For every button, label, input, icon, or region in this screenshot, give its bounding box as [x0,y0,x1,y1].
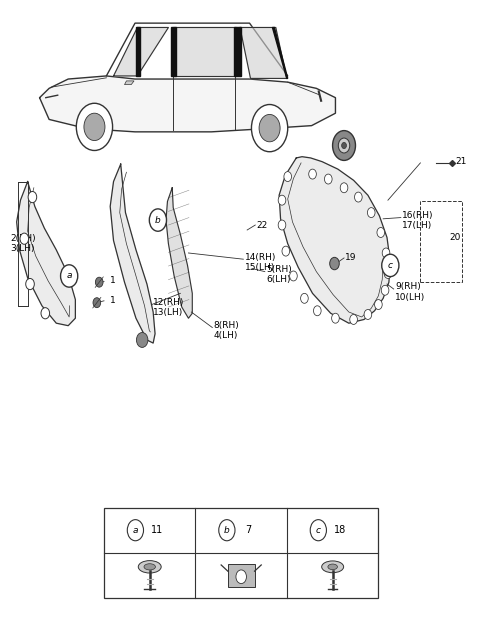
Text: 1: 1 [110,276,116,285]
Text: 9(RH)
10(LH): 9(RH) 10(LH) [395,283,425,302]
Circle shape [282,246,289,256]
Ellipse shape [144,563,156,570]
Circle shape [374,300,382,310]
Polygon shape [124,81,134,85]
Circle shape [338,138,350,153]
Circle shape [219,520,235,541]
Circle shape [60,265,78,287]
Text: 7: 7 [245,525,252,535]
Circle shape [28,192,36,203]
Circle shape [136,333,148,348]
Circle shape [340,183,348,193]
Circle shape [310,520,326,541]
Bar [228,563,254,587]
Polygon shape [136,27,140,76]
Circle shape [355,192,362,202]
Polygon shape [173,27,236,76]
Text: a: a [66,271,72,280]
Circle shape [342,142,347,149]
Circle shape [367,208,375,218]
Circle shape [330,257,339,270]
Circle shape [149,209,167,232]
Ellipse shape [328,564,337,570]
Text: 5(RH)
6(LH): 5(RH) 6(LH) [266,265,292,285]
Circle shape [384,268,392,278]
Text: 1: 1 [110,296,116,305]
Polygon shape [39,76,336,132]
Polygon shape [234,27,241,76]
Text: 14(RH)
15(LH): 14(RH) 15(LH) [245,253,276,272]
Circle shape [332,313,339,323]
Polygon shape [17,182,75,326]
Text: 2(RH)
3(LH): 2(RH) 3(LH) [10,234,36,253]
Circle shape [350,314,358,324]
Bar [420,202,462,282]
Circle shape [382,248,390,258]
Circle shape [41,308,49,319]
Polygon shape [166,188,192,318]
Circle shape [252,104,288,152]
Circle shape [309,169,316,179]
Circle shape [324,174,332,184]
Text: 11: 11 [151,525,163,535]
Text: 20: 20 [449,233,460,242]
Circle shape [278,220,286,230]
Polygon shape [114,27,168,76]
Polygon shape [273,27,288,79]
Circle shape [93,298,101,308]
Circle shape [76,103,113,150]
Circle shape [259,114,280,142]
Circle shape [278,195,286,205]
Polygon shape [171,27,176,76]
Circle shape [127,520,144,541]
Circle shape [382,254,399,276]
Ellipse shape [322,561,344,573]
Text: 23: 23 [340,140,351,149]
Text: 21: 21 [456,157,467,166]
Bar [104,508,378,598]
Circle shape [84,113,105,140]
Circle shape [284,172,291,182]
Circle shape [377,228,384,238]
Text: 22: 22 [257,220,268,230]
Text: 18: 18 [334,525,346,535]
Circle shape [289,271,297,281]
Circle shape [333,130,356,160]
Circle shape [313,306,321,316]
Ellipse shape [236,570,246,583]
Text: c: c [388,261,393,270]
Circle shape [364,310,372,319]
Polygon shape [279,157,390,323]
Text: c: c [316,525,321,535]
Text: b: b [224,525,230,535]
Circle shape [381,285,389,295]
Text: 8(RH)
4(LH): 8(RH) 4(LH) [214,321,240,340]
Text: a: a [132,525,138,535]
Circle shape [300,293,308,303]
Circle shape [96,277,103,287]
Ellipse shape [138,560,161,573]
Circle shape [20,233,29,244]
Text: 19: 19 [345,253,357,263]
Circle shape [26,278,34,290]
Text: 12(RH)
13(LH): 12(RH) 13(LH) [153,298,184,318]
Polygon shape [240,27,287,79]
Polygon shape [110,164,155,343]
Text: b: b [155,215,161,225]
Text: 16(RH)
17(LH): 16(RH) 17(LH) [402,211,434,230]
